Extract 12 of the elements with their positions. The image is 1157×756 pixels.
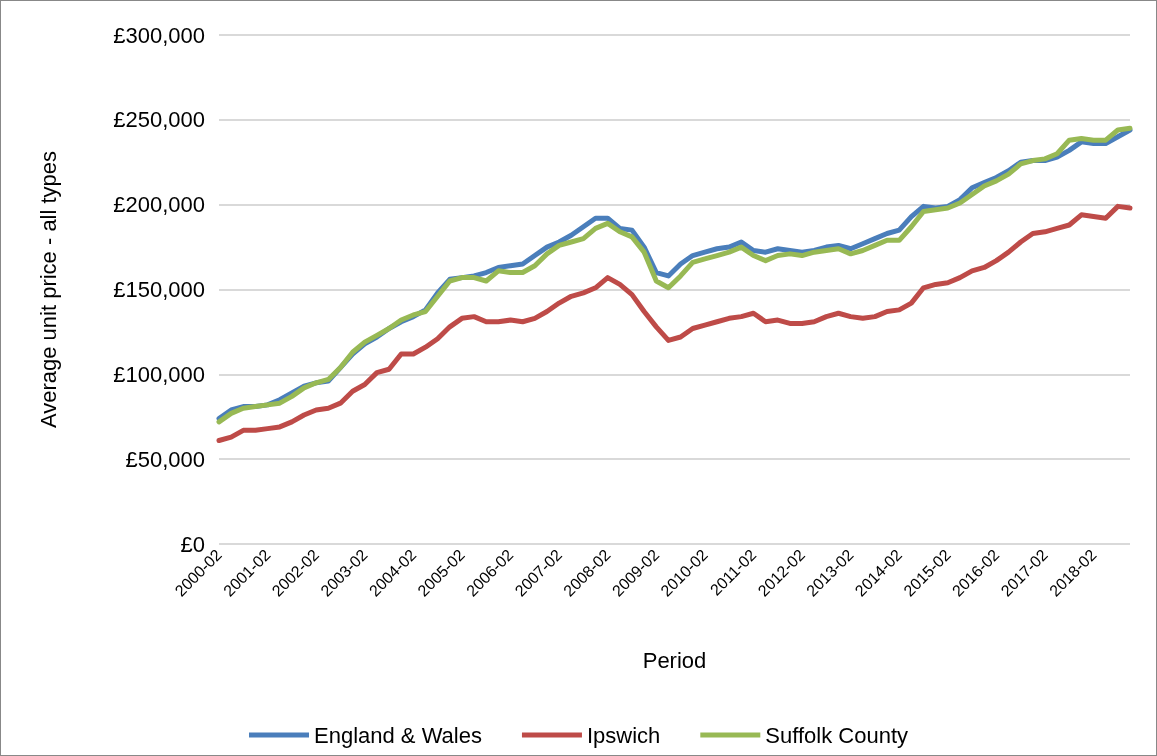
- y-tick-label: £200,000: [113, 192, 205, 218]
- y-tick-label: £300,000: [113, 22, 205, 48]
- x-axis-title: Period: [642, 647, 707, 673]
- y-tick-label: £0: [180, 531, 205, 557]
- legend-label: England & Wales: [314, 722, 482, 748]
- legend-label: Suffolk County: [765, 722, 908, 748]
- y-tick-label: £50,000: [125, 446, 205, 472]
- y-axis-title: Average unit price - all types: [35, 150, 61, 429]
- y-tick-label: £150,000: [113, 277, 205, 302]
- y-tick-label: £100,000: [113, 361, 205, 387]
- legend-label: Ipswich: [586, 722, 661, 748]
- y-tick-label: £250,000: [113, 107, 205, 133]
